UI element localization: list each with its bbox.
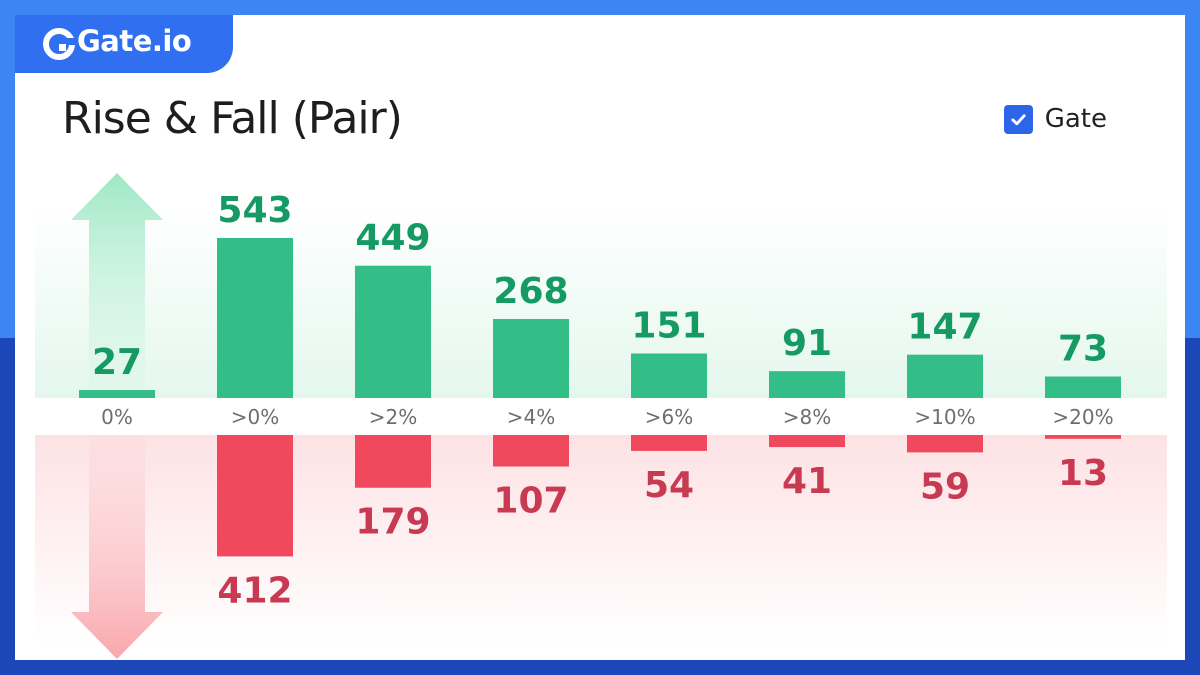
fall-bar	[217, 435, 293, 557]
rise-value-label: 27	[92, 342, 142, 383]
fall-value-label: 54	[644, 465, 694, 506]
rise-value-label: 91	[782, 323, 832, 364]
rise-bar	[79, 390, 155, 398]
legend-label: Gate	[1044, 104, 1107, 134]
category-label: >10%	[914, 405, 975, 429]
category-label: >2%	[369, 405, 418, 429]
rise-bar	[631, 353, 707, 398]
rise-value-label: 449	[355, 218, 430, 259]
category-label: >0%	[231, 405, 280, 429]
fall-bar	[1045, 435, 1121, 439]
fall-bar	[631, 435, 707, 451]
chart-title: Rise & Fall (Pair)	[62, 93, 403, 144]
fall-value-label: 41	[782, 461, 832, 502]
fall-bar	[355, 435, 431, 488]
rise-bar	[493, 319, 569, 398]
fall-bar	[907, 435, 983, 453]
fall-value-label: 412	[217, 570, 292, 611]
category-label: >6%	[645, 405, 694, 429]
checkbox-checked-icon[interactable]	[1003, 104, 1033, 134]
rise-bar	[355, 265, 431, 398]
fall-background	[35, 435, 1167, 645]
rise-value-label: 151	[631, 306, 706, 347]
category-label: >8%	[783, 405, 832, 429]
fall-value-label: 59	[920, 466, 970, 507]
legend[interactable]: Gate	[1003, 103, 1107, 135]
category-label: >20%	[1052, 405, 1113, 429]
category-label: 0%	[101, 405, 133, 429]
chart-card: Gate.io Rise & Fall (Pair) Gate	[15, 15, 1185, 660]
fall-arrow-icon	[71, 435, 163, 659]
rise-value-label: 268	[493, 271, 568, 312]
fall-bar	[493, 435, 569, 467]
fall-bar	[769, 435, 845, 448]
fall-value-label: 179	[355, 502, 430, 543]
rise-value-label: 543	[217, 190, 292, 231]
fall-value-label: 13	[1058, 453, 1108, 494]
rise-value-label: 73	[1058, 328, 1108, 369]
rise-bar	[217, 238, 293, 398]
rise-background	[35, 205, 1167, 398]
brand-name: Gate.io	[77, 24, 192, 58]
rise-bar	[769, 371, 845, 398]
rise-value-label: 147	[907, 307, 982, 348]
category-label: >4%	[507, 405, 556, 429]
rise-bar	[1045, 376, 1121, 398]
gate-logo-icon	[43, 28, 75, 60]
brand-logo: Gate.io	[15, 15, 233, 73]
fall-value-label: 107	[493, 481, 568, 522]
rise-bar	[907, 354, 983, 398]
rise-arrow-icon	[71, 173, 163, 398]
